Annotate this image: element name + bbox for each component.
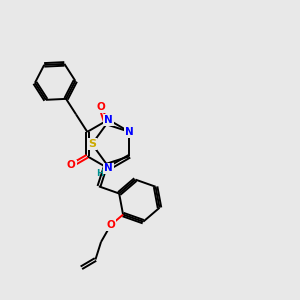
Text: N: N	[104, 115, 113, 125]
Text: N: N	[104, 164, 113, 173]
Text: N: N	[125, 127, 134, 137]
Text: O: O	[67, 160, 76, 170]
Text: H: H	[96, 169, 104, 178]
Text: S: S	[88, 139, 96, 149]
Text: O: O	[96, 102, 105, 112]
Text: O: O	[106, 220, 115, 230]
